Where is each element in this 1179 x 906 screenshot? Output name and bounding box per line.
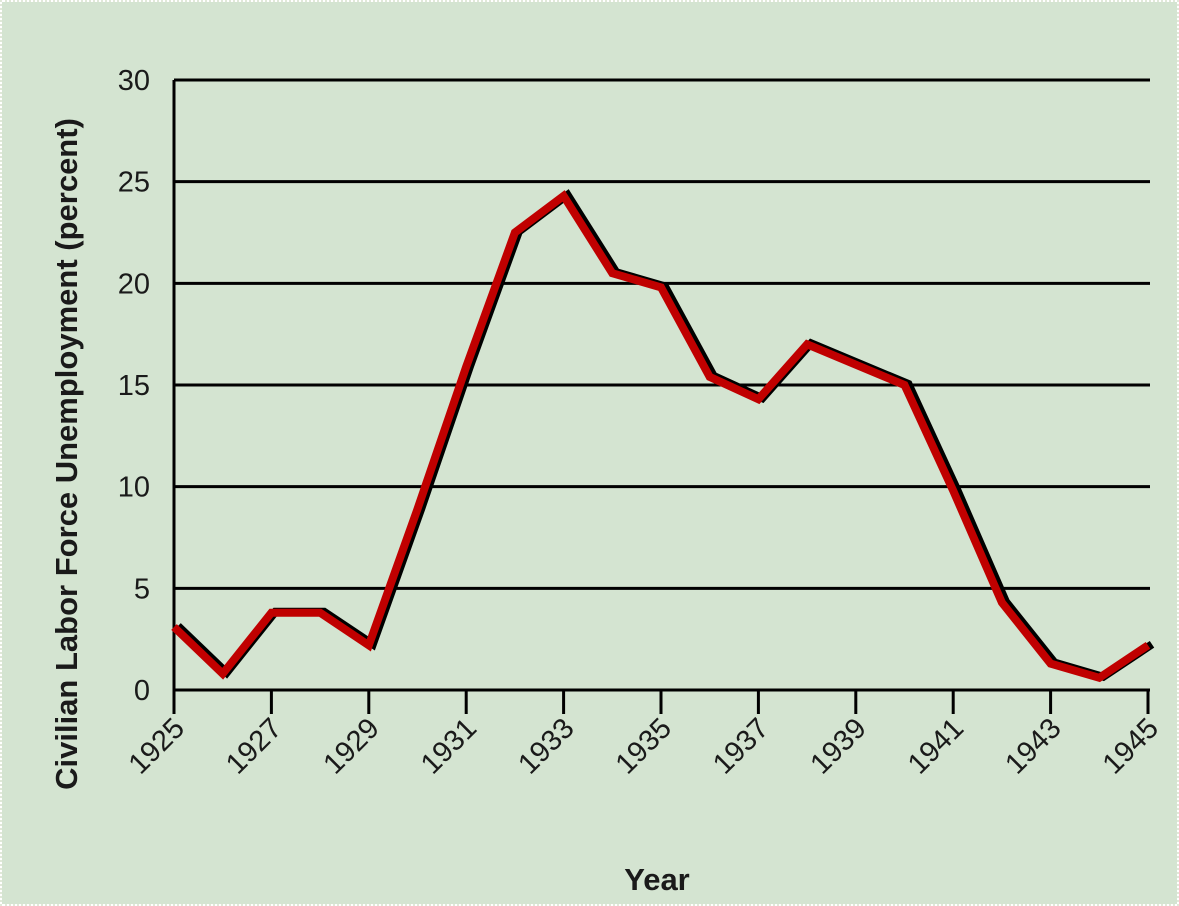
y-tick-label-20: 20: [118, 268, 150, 300]
grid-lines: [174, 78, 1150, 590]
y-tick-labels: 0 5 10 15 20 25 30: [118, 65, 150, 707]
y-tick-label-5: 5: [134, 573, 150, 605]
y-tick-label-30: 30: [118, 65, 150, 97]
y-tick-label-0: 0: [134, 675, 150, 707]
series-lines: [171, 189, 1155, 683]
y-axis-title: Civilian Labor Force Unemployment (perce…: [49, 118, 84, 790]
y-tick-label-10: 10: [118, 472, 150, 504]
y-tick-label-25: 25: [118, 167, 150, 199]
series-0-line: [171, 190, 1151, 683]
x-axis-title: Year: [624, 862, 690, 897]
y-tick-label-15: 15: [118, 370, 150, 402]
axes: [172, 80, 1150, 714]
